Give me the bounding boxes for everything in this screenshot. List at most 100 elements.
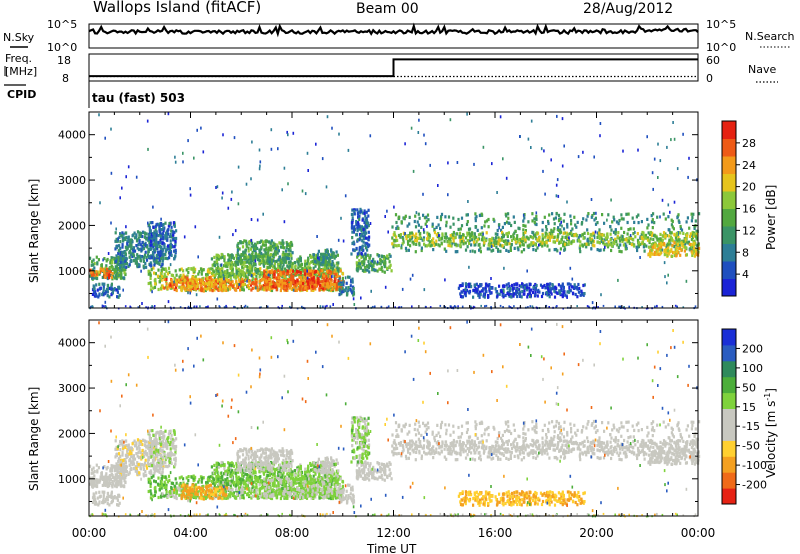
power-cell xyxy=(145,258,149,262)
power-cell xyxy=(199,283,202,287)
power-cell xyxy=(506,291,509,295)
power-cell xyxy=(541,237,544,241)
power-cell xyxy=(564,235,567,240)
power-cell xyxy=(324,279,327,283)
power-cell xyxy=(696,237,699,241)
power-cell xyxy=(505,214,508,218)
power-cell xyxy=(418,216,421,220)
power-cell xyxy=(677,231,680,235)
power-cell xyxy=(353,242,356,246)
power-cell xyxy=(279,258,282,262)
power-cell xyxy=(204,277,207,281)
power-cell xyxy=(327,278,330,282)
power-cell xyxy=(267,266,270,270)
power-cell xyxy=(368,263,371,267)
power-cell xyxy=(533,217,536,221)
power-cell xyxy=(122,236,125,240)
power-cell xyxy=(673,245,676,249)
power-cell xyxy=(197,282,200,286)
power-cell xyxy=(160,236,163,240)
power-noise-cell xyxy=(259,160,262,164)
power-cell xyxy=(233,287,236,291)
power-cell xyxy=(227,258,230,262)
power-cell xyxy=(675,242,678,247)
power-cell xyxy=(691,235,694,239)
power-cell xyxy=(288,264,292,268)
power-cell xyxy=(222,279,225,283)
power-cell xyxy=(159,256,162,260)
power-cell xyxy=(275,259,278,264)
power-cell xyxy=(644,233,647,237)
power-cell xyxy=(232,284,235,288)
power-cell xyxy=(227,274,230,278)
power-noise-cell xyxy=(555,305,557,308)
power-cell xyxy=(133,231,136,235)
power-cell xyxy=(153,230,156,234)
power-cell xyxy=(362,226,365,230)
power-cell xyxy=(134,257,137,261)
power-cell xyxy=(688,226,691,230)
power-cell xyxy=(675,246,678,250)
power-cell xyxy=(428,240,431,244)
power-cell xyxy=(653,250,656,254)
power-noise-cell xyxy=(270,128,273,132)
power-cell xyxy=(452,216,455,220)
power-cell xyxy=(500,228,503,232)
power-cell xyxy=(372,261,376,265)
power-cell xyxy=(600,239,603,244)
power-cell xyxy=(129,241,132,245)
power-cell xyxy=(227,263,230,267)
power-cell xyxy=(478,242,481,247)
power-cell xyxy=(157,268,160,272)
power-cell xyxy=(526,288,529,292)
power-cell xyxy=(355,268,359,272)
power-cell xyxy=(510,295,513,299)
power-cell xyxy=(286,286,289,290)
power-cell xyxy=(466,220,469,224)
power-cell xyxy=(315,254,318,258)
power-cell xyxy=(542,241,545,245)
power-noise-cell xyxy=(410,126,413,130)
power-noise-cell xyxy=(634,230,636,234)
power-cell xyxy=(266,286,269,290)
power-cell xyxy=(253,272,256,276)
power-cell xyxy=(440,236,444,240)
power-cell xyxy=(136,246,139,250)
power-cell xyxy=(229,263,233,267)
power-cell xyxy=(641,240,644,244)
power-cell xyxy=(668,243,671,247)
power-cell xyxy=(288,261,291,265)
power-cell xyxy=(685,220,688,224)
power-cell xyxy=(229,267,232,271)
power-cell xyxy=(488,240,491,244)
power-noise-cell xyxy=(530,119,533,123)
power-cell xyxy=(119,240,122,244)
power-cell xyxy=(254,248,257,253)
power-cell xyxy=(248,281,251,285)
power-noise-cell xyxy=(329,305,332,308)
power-noise-cell xyxy=(666,281,668,285)
power-cell xyxy=(475,215,478,219)
power-cell xyxy=(350,226,353,230)
power-cell xyxy=(443,239,446,243)
power-cell xyxy=(550,292,553,296)
power-cell xyxy=(506,286,509,290)
power-cell xyxy=(656,215,659,219)
power-cell xyxy=(660,248,664,252)
power-noise-cell xyxy=(468,265,470,269)
power-cell xyxy=(264,279,267,283)
power-noise-cell xyxy=(656,305,658,308)
power-cell xyxy=(364,218,367,222)
power-cell xyxy=(532,248,535,252)
power-cell xyxy=(126,246,129,250)
power-cell xyxy=(274,285,277,289)
power-cell xyxy=(535,214,538,218)
power-cell xyxy=(212,270,215,274)
power-cell xyxy=(521,289,524,294)
power-cell xyxy=(501,230,504,235)
power-noise-cell xyxy=(411,273,414,277)
power-noise-cell xyxy=(688,156,690,160)
power-cell xyxy=(175,236,178,241)
power-cell xyxy=(693,254,696,258)
power-cell xyxy=(553,289,556,293)
